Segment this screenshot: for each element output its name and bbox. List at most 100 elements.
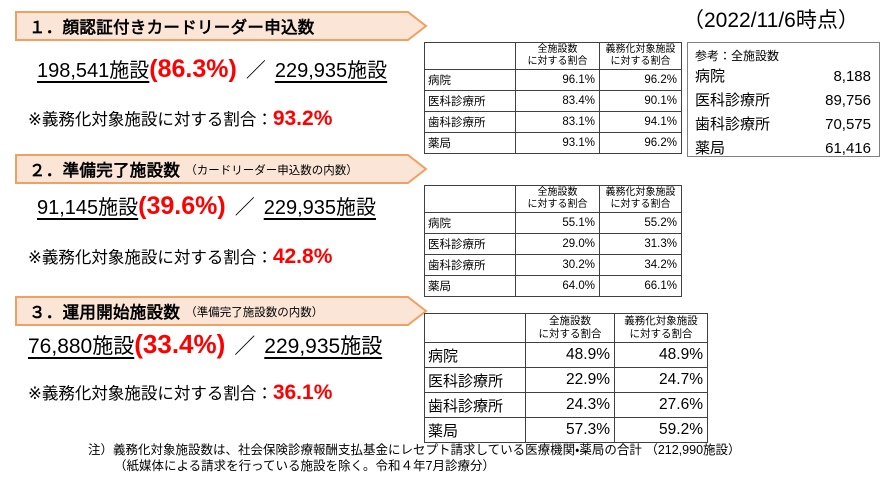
ratio-mandated: 55.2% bbox=[599, 212, 682, 234]
section-3-note-value: 36.1% bbox=[272, 381, 333, 404]
ratio-all: 96.1% bbox=[515, 69, 600, 91]
row-label: 医科診療所 bbox=[424, 367, 526, 393]
section-2-banner: ２．準備完了施設数 （カードリーダー申込数の内数） bbox=[15, 154, 428, 184]
ratio-all: 29.0% bbox=[515, 233, 600, 255]
as-of-date: （2022/11/6時点） bbox=[683, 9, 859, 32]
reference-row: 医科診療所 89,756 bbox=[695, 89, 871, 113]
row-label: 医科診療所 bbox=[424, 90, 516, 112]
row-label: 歯科診療所 bbox=[424, 254, 516, 276]
section-2-denominator: 229,935施設 bbox=[263, 197, 377, 219]
banner-arrow-shape bbox=[15, 11, 428, 41]
fraction-slash: ／ bbox=[234, 335, 256, 358]
section-3-mandated-note: ※義務化対象施設に対する割合：36.1% bbox=[28, 380, 332, 405]
section-2-mandated-note: ※義務化対象施設に対する割合：42.8% bbox=[28, 244, 332, 269]
table-row: 医科診療所 22.9% 24.7% bbox=[424, 367, 708, 393]
ratio-mandated: 48.9% bbox=[614, 342, 708, 368]
banner-arrow-shape bbox=[15, 154, 428, 184]
reference-value: 89,756 bbox=[825, 92, 871, 109]
preparation-ratio-table: 全施設数 に対する割合 義務化対象施設 に対する割合 病院 55.1% 55.2% 医科… bbox=[424, 185, 682, 297]
ratio-all: 83.1% bbox=[515, 111, 600, 133]
table-row: 病院 55.1% 55.2% bbox=[424, 212, 682, 234]
section-3-title: ３．運用開始施設数 bbox=[29, 304, 181, 322]
ratio-all: 24.3% bbox=[525, 392, 615, 418]
section-2-stats: 91,145施設(39.6%) ／ 229,935施設 bbox=[37, 191, 376, 221]
reference-row: 病院 8,188 bbox=[695, 65, 871, 89]
footnote-line1: 注）義務化対象施設数は、社会保険診療報酬支払基金にレセプト請求している医療機関・… bbox=[88, 443, 741, 457]
footnote-line2: （紙媒体による請求を行っている施設を除く。令和４年7月診療分） bbox=[114, 459, 495, 473]
section-2-note-label: ※義務化対象施設に対する割合： bbox=[28, 249, 273, 267]
row-label: 歯科診療所 bbox=[424, 111, 516, 133]
reference-name: 医科診療所 bbox=[695, 92, 771, 109]
banner-arrow-shape bbox=[15, 296, 428, 326]
table-row: 医科診療所 83.4% 90.1% bbox=[424, 90, 682, 112]
section-3-note-label: ※義務化対象施設に対する割合： bbox=[28, 385, 273, 403]
ratio-all: 83.4% bbox=[515, 90, 600, 112]
section-3-subtitle: （準備完了施設数の内数） bbox=[185, 307, 324, 319]
header-all-facilities: 全施設数 に対する割合 bbox=[515, 185, 600, 213]
reference-total-facilities-box: 参考：全施設数 病院 8,188 医科診療所 89,756 歯科診療所 70,575 … bbox=[687, 42, 880, 157]
row-label: 病院 bbox=[424, 212, 516, 234]
table-row: 医科診療所 29.0% 31.3% bbox=[424, 233, 682, 255]
reference-value: 70,575 bbox=[825, 116, 871, 133]
table-row: 薬局 57.3% 59.2% bbox=[424, 417, 708, 443]
corner-cell bbox=[424, 313, 526, 343]
section-1-stats: 198,541施設(86.3%) ／ 229,935施設 bbox=[37, 54, 387, 84]
corner-cell bbox=[424, 42, 516, 70]
section-1-count: 198,541施設 bbox=[37, 60, 150, 82]
ratio-all: 30.2% bbox=[515, 254, 600, 276]
table-row: 薬局 93.1% 96.2% bbox=[424, 132, 682, 154]
row-label: 薬局 bbox=[424, 275, 516, 297]
section-3-denominator: 229,935施設 bbox=[264, 335, 383, 358]
applications-ratio-table: 全施設数 に対する割合 義務化対象施設 に対する割合 病院 96.1% 96.2% 医科… bbox=[424, 42, 682, 154]
ratio-mandated: 34.2% bbox=[599, 254, 682, 276]
reference-row: 歯科診療所 70,575 bbox=[695, 113, 871, 137]
table-row: 薬局 64.0% 66.1% bbox=[424, 275, 682, 297]
section-1-banner: １．顔認証付きカードリーダー申込数 bbox=[15, 11, 428, 41]
ratio-all: 22.9% bbox=[525, 367, 615, 393]
ratio-mandated: 96.2% bbox=[599, 69, 682, 91]
reference-row: 薬局 61,416 bbox=[695, 137, 871, 161]
ratio-mandated: 27.6% bbox=[614, 392, 708, 418]
row-label: 病院 bbox=[424, 342, 526, 368]
operation-ratio-table: 全施設数 に対する割合 義務化対象施設 に対する割合 病院 48.9% 48.9% 医科… bbox=[424, 313, 708, 443]
section-3-banner: ３．運用開始施設数 （準備完了施設数の内数） bbox=[15, 296, 428, 326]
table-row: 歯科診療所 30.2% 34.2% bbox=[424, 254, 682, 276]
ratio-all: 55.1% bbox=[515, 212, 600, 234]
header-all-facilities: 全施設数 に対する割合 bbox=[525, 313, 615, 343]
reference-name: 薬局 bbox=[695, 140, 726, 157]
row-label: 医科診療所 bbox=[424, 233, 516, 255]
ratio-mandated: 90.1% bbox=[599, 90, 682, 112]
section-1-percent: (86.3%) bbox=[149, 55, 237, 83]
reference-name: 病院 bbox=[695, 68, 726, 85]
row-label: 薬局 bbox=[424, 417, 526, 443]
section-1-title: １．顔認証付きカードリーダー申込数 bbox=[29, 19, 315, 37]
ratio-mandated: 96.2% bbox=[599, 132, 682, 154]
section-2-title: ２．準備完了施設数 bbox=[29, 162, 181, 180]
ratio-mandated: 66.1% bbox=[599, 275, 682, 297]
reference-name: 歯科診療所 bbox=[695, 116, 771, 133]
header-all-facilities: 全施設数 に対する割合 bbox=[515, 42, 600, 70]
reference-value: 8,188 bbox=[833, 68, 871, 85]
table-row: 歯科診療所 83.1% 94.1% bbox=[424, 111, 682, 133]
table-row: 病院 96.1% 96.2% bbox=[424, 69, 682, 91]
section-1-mandated-note: ※義務化対象施設に対する割合：93.2% bbox=[28, 106, 332, 131]
section-2-subtitle: （カードリーダー申込数の内数） bbox=[185, 165, 358, 177]
ratio-all: 48.9% bbox=[525, 342, 615, 368]
ratio-mandated: 24.7% bbox=[614, 367, 708, 393]
ratio-mandated: 94.1% bbox=[599, 111, 682, 133]
section-2-note-value: 42.8% bbox=[272, 245, 333, 268]
ratio-all: 93.1% bbox=[515, 132, 600, 154]
header-mandated-facilities: 義務化対象施設 に対する割合 bbox=[599, 185, 682, 213]
section-1-note-value: 93.2% bbox=[272, 107, 333, 130]
footnote: 注）義務化対象施設数は、社会保険診療報酬支払基金にレセプト請求している医療機関・… bbox=[88, 442, 741, 474]
header-mandated-facilities: 義務化対象施設 に対する割合 bbox=[614, 313, 708, 343]
header-mandated-facilities: 義務化対象施設 に対する割合 bbox=[599, 42, 682, 70]
section-1-note-label: ※義務化対象施設に対する割合： bbox=[28, 111, 273, 129]
row-label: 歯科診療所 bbox=[424, 392, 526, 418]
corner-cell bbox=[424, 185, 516, 213]
reference-title: 参考：全施設数 bbox=[695, 49, 780, 63]
ratio-all: 64.0% bbox=[515, 275, 600, 297]
table-row: 病院 48.9% 48.9% bbox=[424, 342, 708, 368]
table-row: 歯科診療所 24.3% 27.6% bbox=[424, 392, 708, 418]
